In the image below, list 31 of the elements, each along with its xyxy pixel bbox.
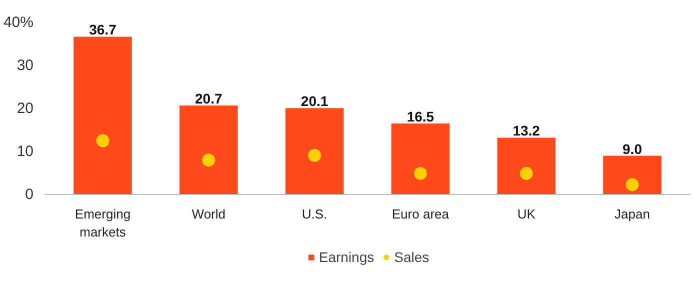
data-label: 20.1: [300, 93, 328, 110]
point: [520, 166, 533, 180]
bar: [391, 124, 450, 194]
point: [626, 178, 639, 192]
point: [308, 148, 322, 162]
bar: [74, 36, 132, 194]
point: [414, 166, 427, 180]
x-tick-label: U.S.: [302, 206, 328, 222]
data-label: 13.2: [512, 122, 540, 139]
x-tick-label: Japan: [614, 206, 650, 222]
y-tick-label: 0: [25, 186, 34, 203]
bar: [285, 108, 344, 194]
point: [202, 154, 216, 167]
y-tick-label: 20: [16, 100, 34, 117]
point: [96, 134, 110, 148]
x-tick-label: UK: [517, 206, 536, 222]
x-tick-label: Euro area: [392, 206, 450, 222]
bar: [497, 138, 556, 194]
data-label: 36.7: [89, 22, 117, 38]
data-label: 20.7: [195, 90, 222, 106]
y-tick-label: 40%: [3, 14, 34, 31]
legend-label: Sales: [394, 249, 430, 265]
x-tick-label: World: [192, 206, 226, 222]
y-tick-label: 10: [16, 143, 34, 160]
legend-label: Earnings: [318, 249, 374, 265]
y-tick-label: 30: [16, 57, 34, 74]
bar: [603, 156, 662, 194]
data-label: 16.5: [406, 108, 434, 125]
x-tick-label: Emerging markets: [74, 206, 131, 240]
bar: [180, 105, 238, 194]
data-label: 9.0: [622, 140, 642, 157]
